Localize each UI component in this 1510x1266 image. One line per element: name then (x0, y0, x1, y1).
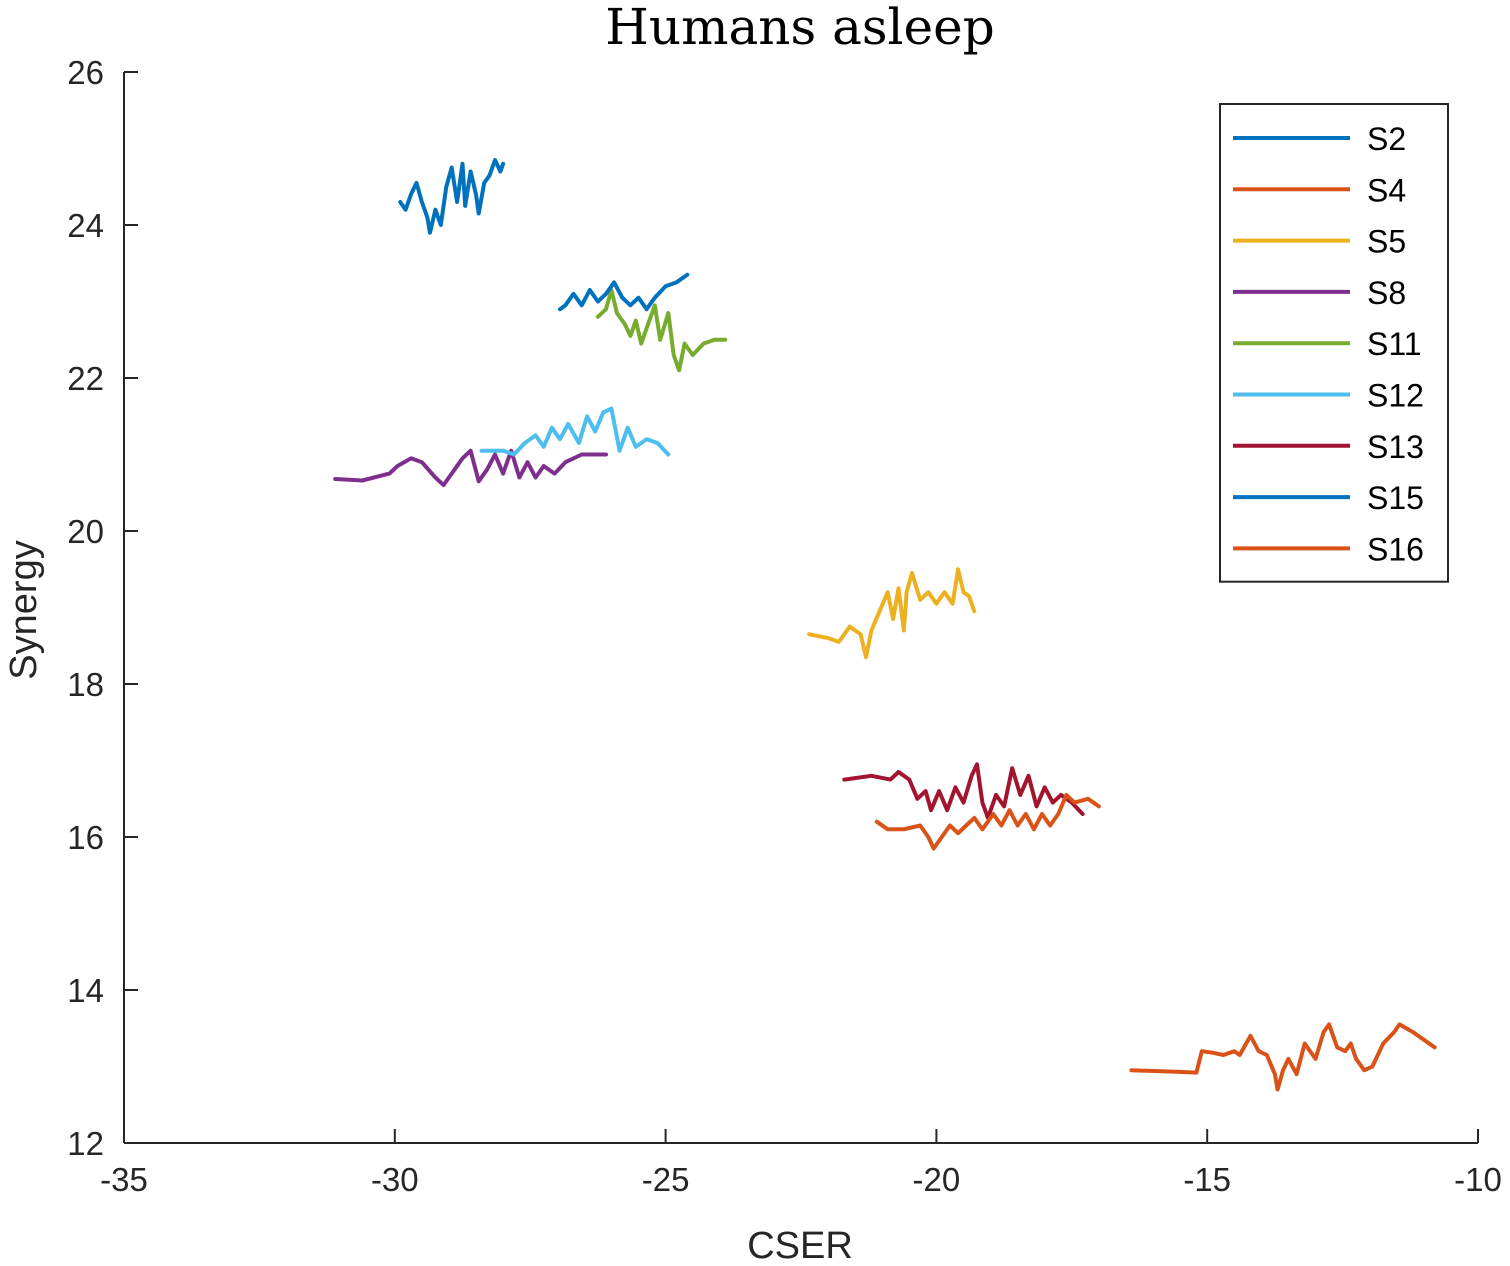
x-tick-label: -30 (371, 1161, 419, 1198)
series-line-S11 (595, 288, 728, 373)
legend: S2 S4 S5 S8 S11 S12 S13 S15 S16 (1219, 103, 1449, 583)
series-line-S4 (1129, 1022, 1437, 1092)
y-tick-label: 26 (67, 54, 104, 91)
y-tick-label: 22 (67, 360, 104, 397)
y-tick-label: 12 (67, 1125, 104, 1162)
axes: -35 -30 -25 -20 -15 -10 12 14 16 18 20 22 24 26 (67, 54, 1502, 1198)
x-tick-label: -10 (1454, 1161, 1502, 1198)
y-tick-label: 20 (67, 513, 104, 550)
y-tick-label: 18 (67, 666, 104, 703)
legend-label-S4: S4 (1367, 172, 1406, 208)
legend-label-S11: S11 (1367, 326, 1422, 362)
legend-label-S12: S12 (1367, 378, 1424, 414)
y-tick-label: 14 (67, 972, 104, 1009)
legend-label-S8: S8 (1367, 275, 1406, 311)
series-line-S12 (479, 406, 671, 457)
series-line-S8 (333, 448, 608, 488)
legend-label-S2: S2 (1367, 121, 1406, 157)
x-tick-label: -35 (100, 1161, 148, 1198)
y-axis-label: Synergy (3, 540, 45, 679)
legend-label-S15: S15 (1367, 480, 1424, 516)
x-tick-label: -15 (1183, 1161, 1231, 1198)
legend-label-S5: S5 (1367, 224, 1406, 260)
series-line-S5 (807, 567, 977, 660)
y-tick-label: 24 (67, 207, 104, 244)
x-axis-label: CSER (747, 1225, 853, 1266)
plot-area (333, 158, 1437, 1092)
series-line-S2 (398, 158, 506, 235)
legend-label-S13: S13 (1367, 429, 1424, 465)
y-tick-label: 16 (67, 819, 104, 856)
x-tick-label: -25 (642, 1161, 690, 1198)
chart-title: Humans asleep (605, 0, 994, 56)
series-line-S15 (558, 272, 690, 312)
legend-label-S16: S16 (1367, 531, 1424, 567)
x-tick-label: -20 (913, 1161, 961, 1198)
series-line-S13 (842, 762, 1085, 820)
series-line-S16 (874, 792, 1101, 851)
